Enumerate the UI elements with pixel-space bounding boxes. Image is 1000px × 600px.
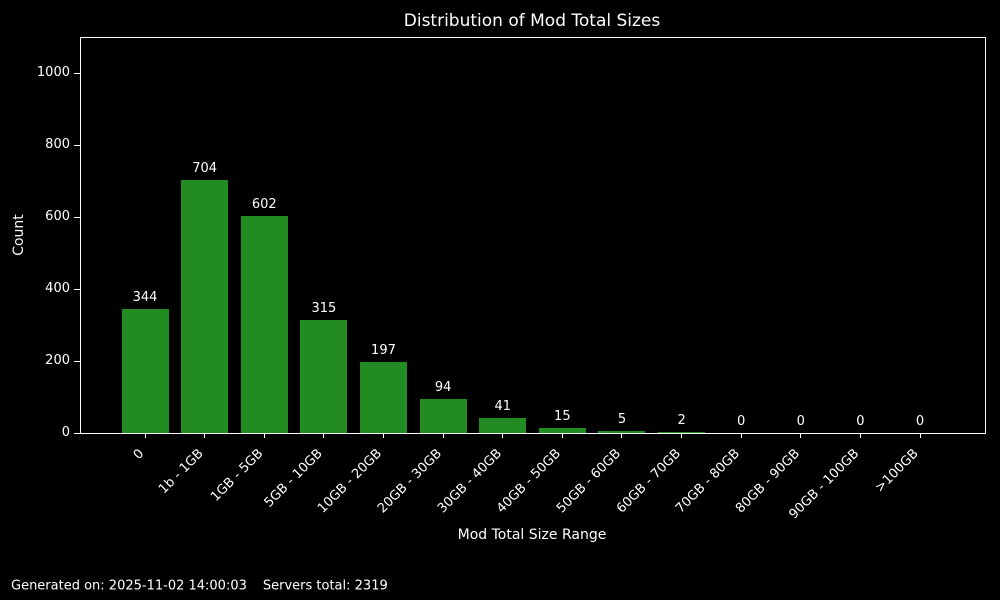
bar-value-label: 197 bbox=[371, 343, 396, 359]
x-tick-mark bbox=[204, 434, 206, 438]
bar-value-label: 5 bbox=[617, 412, 627, 428]
bar bbox=[419, 399, 467, 433]
bar bbox=[240, 216, 288, 433]
x-tick-mark bbox=[502, 434, 504, 438]
bar bbox=[479, 418, 527, 433]
x-tick-mark bbox=[740, 434, 742, 438]
x-tick-label: >100GB bbox=[872, 446, 922, 496]
bar-value-label: 94 bbox=[434, 380, 452, 396]
x-tick-mark bbox=[859, 434, 861, 438]
bar bbox=[598, 431, 646, 433]
y-tick-mark bbox=[74, 145, 80, 146]
bar bbox=[538, 427, 586, 433]
y-tick-mark bbox=[74, 73, 80, 74]
bar-value-label: 0 bbox=[915, 414, 925, 429]
y-tick-label: 600 bbox=[45, 209, 70, 224]
y-tick-label: 0 bbox=[61, 425, 70, 440]
generated-timestamp: Generated on: 2025-11-02 14:00:03 bbox=[11, 578, 247, 594]
y-tick-mark bbox=[74, 433, 80, 434]
y-tick-label: 400 bbox=[45, 281, 70, 296]
footer: Generated on: 2025-11-02 14:00:03 Servers… bbox=[11, 579, 388, 594]
bar-value-label: 41 bbox=[494, 399, 511, 415]
bar-value-label: 602 bbox=[251, 197, 277, 213]
y-tick-mark bbox=[74, 361, 80, 362]
y-tick-label: 200 bbox=[45, 353, 70, 368]
y-tick-label: 800 bbox=[45, 137, 70, 152]
bar-value-label: 704 bbox=[192, 160, 218, 176]
x-tick-mark bbox=[442, 434, 444, 438]
bar-value-label: 315 bbox=[311, 300, 337, 316]
bar bbox=[181, 179, 229, 433]
chart-title: Distribution of Mod Total Sizes bbox=[403, 11, 661, 31]
x-tick-label: 5GB - 10GB bbox=[261, 446, 326, 511]
y-tick-mark bbox=[74, 217, 80, 218]
bar bbox=[658, 432, 706, 433]
x-axis-label: Mod Total Size Range bbox=[457, 527, 607, 543]
x-tick-mark bbox=[561, 434, 563, 438]
bar-value-label: 0 bbox=[796, 414, 805, 429]
plot-area: 344 704 602 315 197 94 41 15 5 2 0 0 0 0 bbox=[80, 37, 986, 434]
x-tick-label: 1b - 1GB bbox=[155, 446, 207, 498]
y-tick-mark bbox=[74, 289, 80, 290]
x-tick-mark bbox=[800, 434, 802, 438]
x-tick-mark bbox=[919, 434, 921, 438]
bar-value-label: 344 bbox=[132, 290, 158, 306]
bar-value-label: 15 bbox=[554, 408, 571, 424]
bar bbox=[121, 309, 169, 433]
x-tick-mark bbox=[382, 434, 384, 438]
x-tick-label: 0 bbox=[130, 446, 147, 463]
bar-value-label: 0 bbox=[737, 414, 746, 429]
bar-value-label: 2 bbox=[677, 413, 686, 429]
x-tick-mark bbox=[263, 434, 265, 438]
x-tick-label: 1GB - 5GB bbox=[207, 446, 267, 505]
y-tick-label: 1000 bbox=[36, 65, 70, 80]
x-tick-mark bbox=[621, 434, 623, 438]
servers-total: Servers total: 2319 bbox=[262, 578, 388, 594]
bar bbox=[359, 362, 407, 433]
x-tick-mark bbox=[144, 434, 146, 438]
bar bbox=[300, 319, 348, 433]
bar-value-label: 0 bbox=[856, 414, 865, 429]
x-tick-mark bbox=[681, 434, 683, 438]
x-tick-mark bbox=[323, 434, 325, 438]
